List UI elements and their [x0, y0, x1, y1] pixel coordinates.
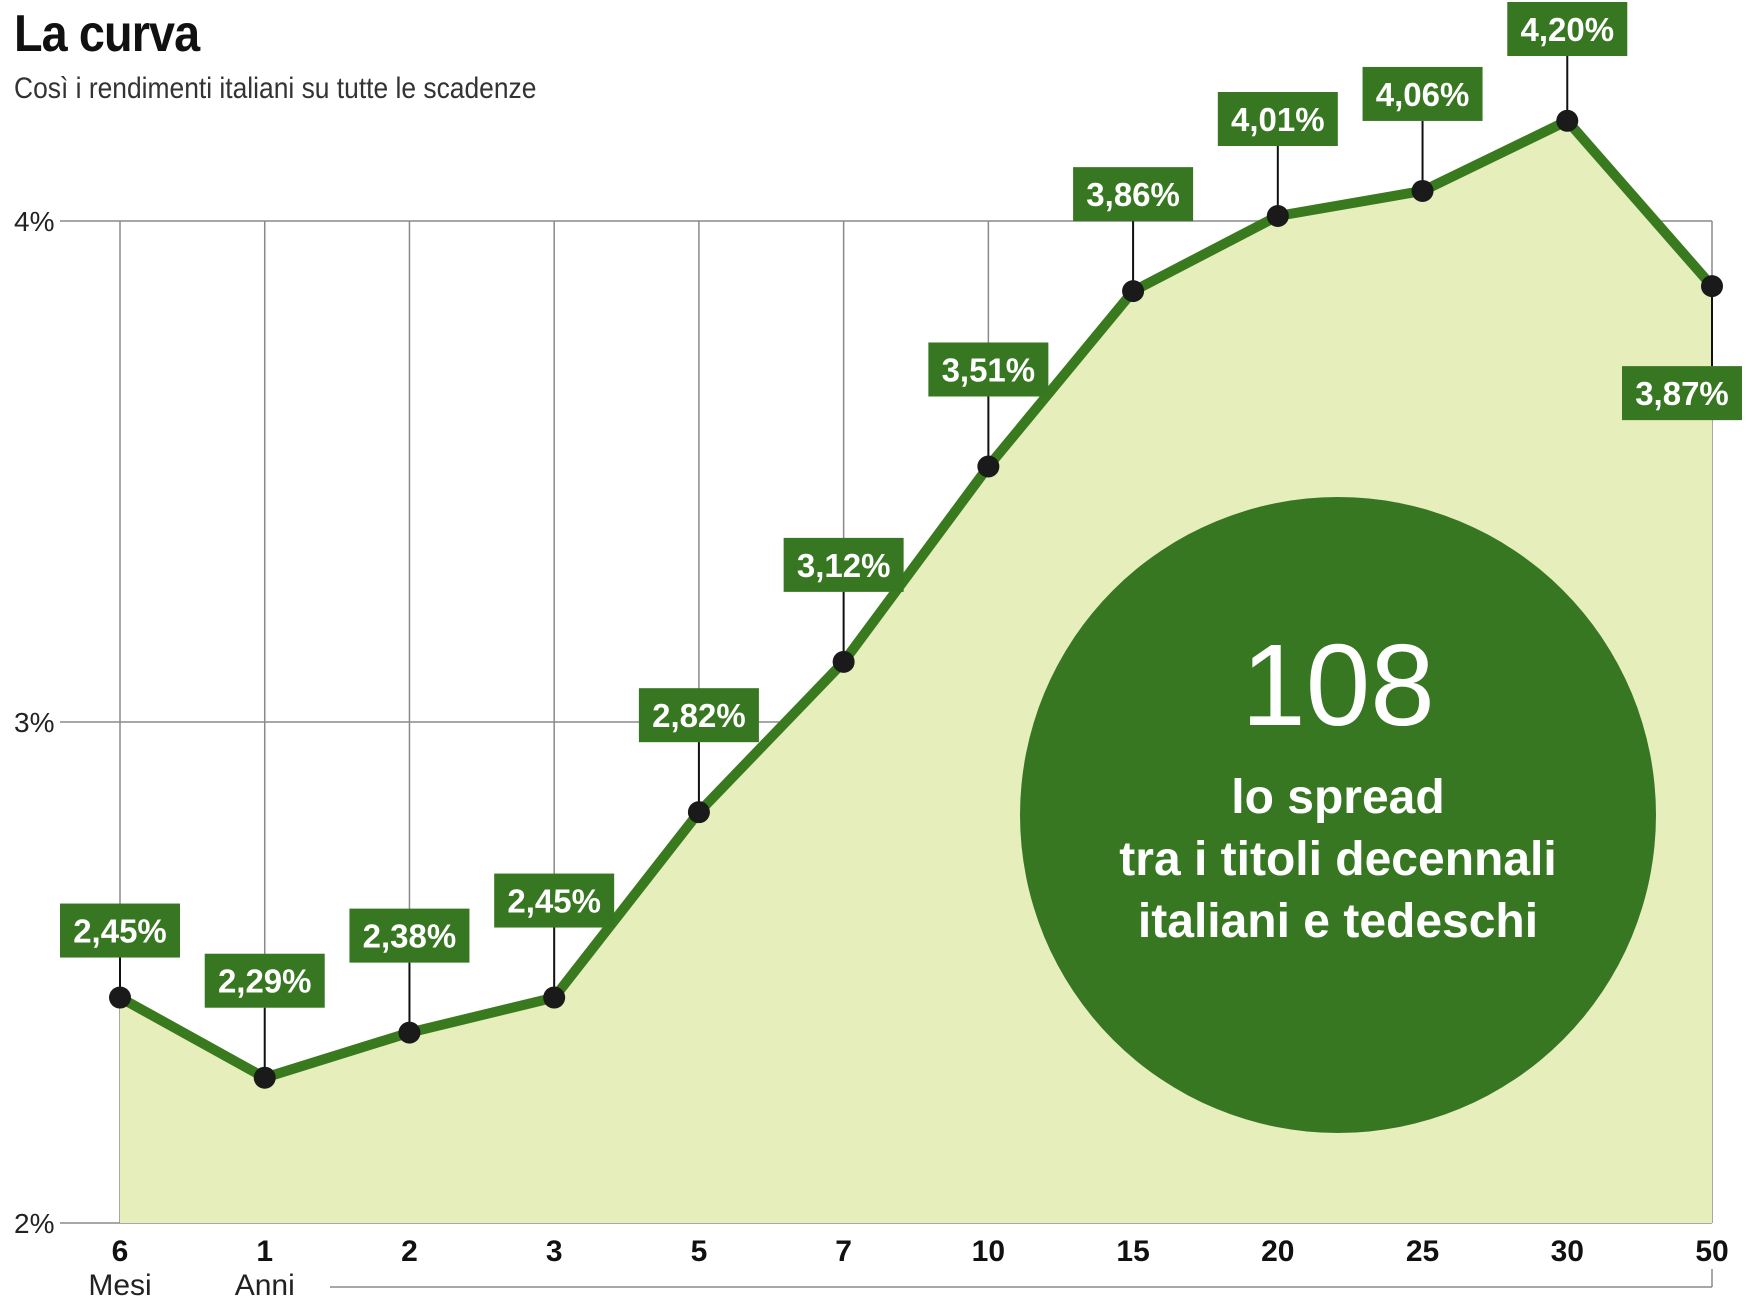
spread-description-line: italiani e tedeschi: [1137, 895, 1539, 948]
x-unit-label: Mesi: [88, 1269, 151, 1302]
x-tick-label: 15: [1116, 1235, 1149, 1268]
data-point: [687, 801, 710, 824]
value-labels: 2,45% 2,29% 2,38% 2,45% 2,82% 3,12% 3,51% 3,86%…: [60, 2, 1742, 1008]
value-label: 2,45%: [507, 883, 601, 920]
value-badge: [204, 953, 325, 1008]
label-leaders: [119, 56, 1713, 1078]
value-badge: [1073, 167, 1194, 222]
x-unit-label: Anni: [235, 1269, 295, 1302]
value-label: 4,06%: [1376, 76, 1470, 113]
value-label: 3,12%: [797, 547, 891, 584]
value-badge: [494, 873, 615, 928]
data-point: [253, 1066, 276, 1089]
y-tick-label: 3%: [14, 707, 54, 738]
data-point: [1556, 109, 1579, 132]
value-label: 4,01%: [1231, 101, 1325, 138]
x-axis: 6 1 2 3 5 7 10 15 20 25 30 50 Mesi Anni: [88, 1235, 1728, 1302]
value-badge: [783, 537, 904, 592]
data-point: [1701, 275, 1723, 298]
spread-description-line: lo spread: [1231, 771, 1445, 824]
value-badge: [1622, 366, 1742, 421]
y-axis: 2% 3% 4%: [14, 206, 54, 1239]
value-label: 2,38%: [363, 918, 457, 955]
x-tick-label: 3: [546, 1235, 563, 1268]
x-tick-label: 30: [1551, 1235, 1584, 1268]
yield-line: [115, 115, 1717, 1083]
value-label: 4,20%: [1520, 11, 1614, 48]
x-tick-label: 1: [256, 1235, 273, 1268]
value-badge: [1217, 91, 1338, 146]
value-label: 3,86%: [1086, 176, 1180, 213]
chart-subtitle: Così i rendimenti italiani su tutte le s…: [14, 72, 537, 105]
x-tick-label: 2: [401, 1235, 418, 1268]
x-tick-label: 7: [835, 1235, 852, 1268]
value-label: 3,51%: [942, 351, 1036, 388]
value-badge: [638, 688, 759, 743]
value-badge: [349, 908, 470, 963]
data-point: [543, 986, 566, 1009]
data-point: [109, 986, 131, 1009]
spread-description-line: tra i titoli decennali: [1119, 833, 1557, 886]
value-label: 2,45%: [73, 913, 167, 950]
data-markers: [109, 109, 1723, 1089]
spread-description: lo spread tra i titoli decennali italian…: [1050, 767, 1626, 953]
value-badge: [1507, 2, 1628, 56]
chart-title: La curva: [14, 5, 200, 63]
data-point: [1122, 280, 1145, 303]
x-tick-label: 10: [972, 1235, 1005, 1268]
spread-callout: 108 lo spread tra i titoli decennali ita…: [1020, 497, 1656, 1133]
data-point: [832, 650, 855, 673]
value-badge: [928, 342, 1049, 397]
x-tick-label: 6: [112, 1235, 129, 1268]
value-label: 2,29%: [218, 963, 312, 1000]
x-tick-label: 5: [691, 1235, 708, 1268]
data-point: [977, 455, 1000, 478]
x-tick-label: 25: [1406, 1235, 1439, 1268]
data-point: [1411, 179, 1434, 202]
value-label: 3,87%: [1635, 375, 1729, 412]
y-tick-label: 2%: [14, 1208, 54, 1239]
data-point: [1266, 204, 1289, 227]
x-tick-label: 20: [1261, 1235, 1294, 1268]
value-badge: [60, 903, 180, 958]
data-point: [398, 1021, 421, 1044]
y-tick-label: 4%: [14, 206, 54, 237]
value-label: 2,82%: [652, 697, 746, 734]
spread-value: 108: [1241, 620, 1435, 750]
value-badge: [1362, 66, 1483, 121]
x-tick-label: 50: [1695, 1235, 1728, 1268]
